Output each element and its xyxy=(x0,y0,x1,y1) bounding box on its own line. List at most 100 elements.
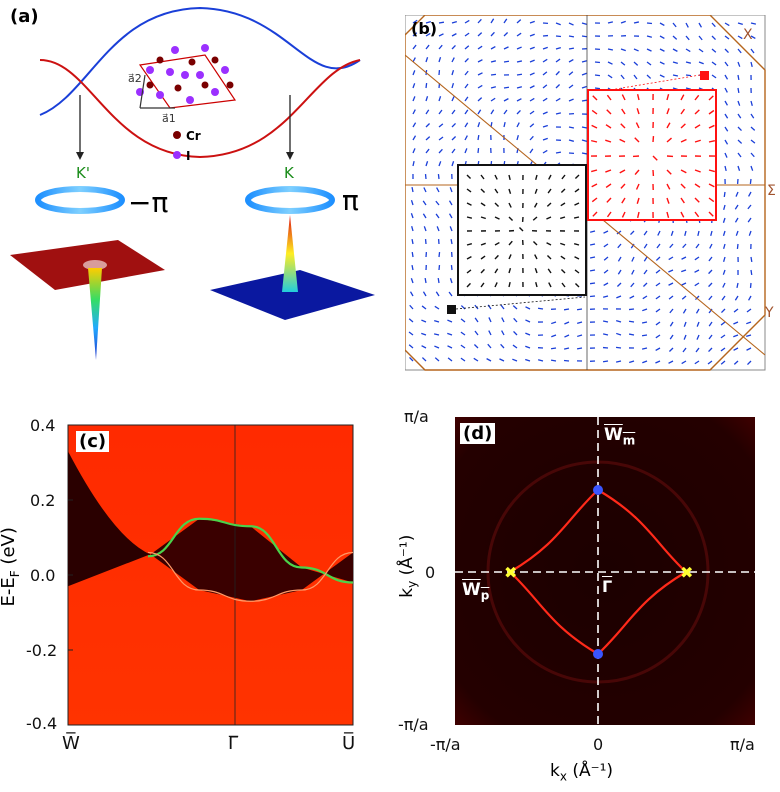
spin-arrow xyxy=(708,334,713,340)
spin-arrow-black xyxy=(534,268,538,274)
spin-arrow xyxy=(746,347,752,351)
spin-arrow xyxy=(711,61,717,66)
spin-arrow xyxy=(451,70,455,76)
spin-arrow xyxy=(529,97,535,102)
surface-right xyxy=(210,270,375,320)
spin-arrow-black xyxy=(533,202,538,208)
spin-arrow xyxy=(685,61,692,64)
spin-arrow xyxy=(643,243,648,249)
spin-arrow xyxy=(646,61,652,66)
spin-arrow xyxy=(748,295,752,301)
spin-arrow xyxy=(477,147,480,154)
spin-arrow xyxy=(516,122,520,128)
spin-arrow xyxy=(435,200,440,206)
spin-arrow xyxy=(529,85,535,89)
spin-arrow xyxy=(529,33,535,37)
spin-arrow xyxy=(500,304,505,310)
spin-arrow xyxy=(602,333,609,336)
spin-arrow xyxy=(581,152,588,155)
spin-arrow xyxy=(568,139,574,142)
spin-arrow xyxy=(736,243,739,250)
spin-arrow-red xyxy=(708,169,715,173)
spin-arrow xyxy=(529,46,535,50)
panel-c-label: (c) xyxy=(76,431,110,452)
spin-arrow-red xyxy=(680,211,685,218)
spin-arrow xyxy=(438,251,441,258)
spin-arrow xyxy=(733,347,739,351)
spin-arrow xyxy=(657,230,661,236)
spin-arrow xyxy=(581,139,587,142)
spin-arrow xyxy=(464,148,468,154)
spin-arrow xyxy=(451,161,455,167)
d-xtick-left: -π/a xyxy=(430,735,461,754)
spin-arrow-red xyxy=(605,139,612,143)
spin-arrow xyxy=(477,72,483,76)
spin-arrow-red xyxy=(605,124,612,129)
spin-arrow xyxy=(568,58,574,63)
spin-arrow-black xyxy=(508,216,514,222)
spin-arrow xyxy=(683,321,687,327)
spin-arrow xyxy=(670,230,674,236)
spin-arrow-black xyxy=(494,268,499,274)
spin-arrow-red xyxy=(591,183,598,188)
spin-arrow xyxy=(577,334,583,338)
spin-arrow xyxy=(425,123,431,128)
spin-arrow xyxy=(737,113,742,119)
spin-arrow-black xyxy=(532,216,538,221)
spin-arrow xyxy=(616,332,622,336)
spin-arrow-black xyxy=(546,202,552,207)
spin-arrow xyxy=(629,295,635,299)
spin-arrow xyxy=(734,295,739,301)
spin-arrow xyxy=(681,282,687,286)
weyl-point-blue xyxy=(593,485,603,495)
spin-arrow xyxy=(409,356,414,362)
spin-arrow xyxy=(529,110,535,115)
spike-up xyxy=(282,215,298,292)
spin-arrow-red xyxy=(666,183,671,190)
spin-arrow xyxy=(737,74,740,81)
spin-arrow xyxy=(464,70,469,76)
spin-arrow xyxy=(694,269,700,273)
ring-left xyxy=(35,186,125,214)
spin-arrow xyxy=(733,308,739,313)
spin-arrow xyxy=(477,122,481,128)
spin-arrow xyxy=(750,35,756,40)
spin-arrow xyxy=(643,256,648,262)
spin-arrow xyxy=(746,334,752,338)
spin-arrow xyxy=(412,109,416,115)
spin-arrow xyxy=(750,139,756,144)
spin-arrow xyxy=(750,269,753,276)
spin-arrow-black xyxy=(535,281,538,288)
lower-band-curve xyxy=(39,59,361,159)
c-ylabel: E-EF (eV) xyxy=(0,527,22,607)
spin-arrow xyxy=(434,345,440,349)
spin-arrow xyxy=(581,99,588,102)
spin-arrow xyxy=(607,74,613,79)
spin-arrow xyxy=(722,256,726,262)
spin-arrow xyxy=(672,35,678,40)
d-point-wm: Wm xyxy=(604,425,636,448)
spin-arrow xyxy=(490,86,497,89)
d-xtick-right: π/a xyxy=(730,735,755,754)
spin-arrow-red xyxy=(666,108,670,115)
spin-arrow xyxy=(659,48,665,52)
spin-arrow xyxy=(750,100,753,106)
spin-arrow xyxy=(581,60,588,63)
spin-arrow-black xyxy=(508,240,513,246)
spin-arrow-red xyxy=(591,109,598,115)
spin-arrow xyxy=(434,305,440,310)
spin-arrow xyxy=(682,308,687,314)
spin-arrow xyxy=(525,358,531,362)
spin-arrow xyxy=(750,113,755,119)
spin-arrow xyxy=(655,334,661,339)
spin-arrow xyxy=(409,304,414,310)
spin-arrow xyxy=(568,84,574,89)
spin-arrow xyxy=(589,230,596,233)
lattice-a1-label: a⃗1 xyxy=(162,112,176,125)
spin-arrow xyxy=(464,96,469,102)
spin-arrow xyxy=(490,97,496,102)
spin-arrow-black xyxy=(466,202,472,206)
spin-arrow-red xyxy=(708,211,714,217)
spin-arrow-black xyxy=(466,282,471,288)
spin-arrow xyxy=(724,126,729,132)
